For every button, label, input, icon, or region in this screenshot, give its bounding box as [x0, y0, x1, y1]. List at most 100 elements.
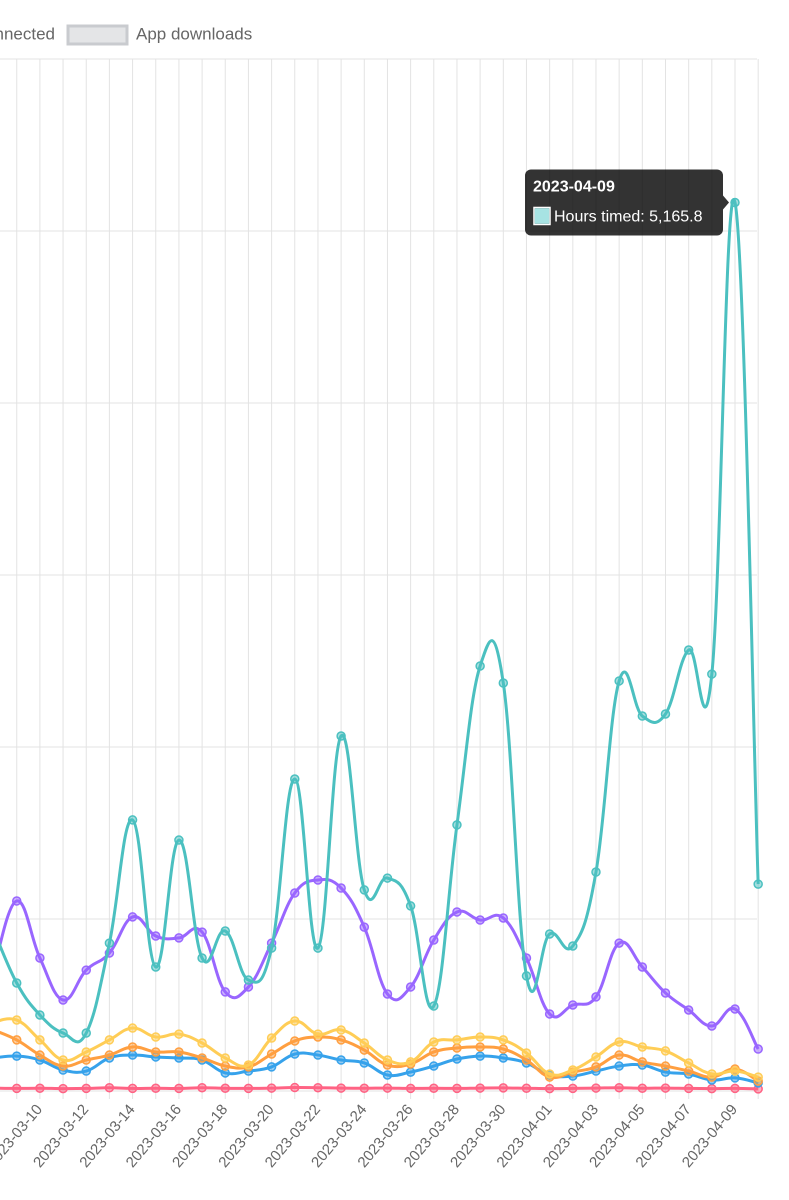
data-point: [313, 1050, 323, 1060]
data-point: [290, 1016, 300, 1026]
data-point: [359, 1038, 370, 1048]
tooltip-swatch-inner: [535, 208, 549, 224]
data-point: [382, 873, 393, 883]
data-point: [58, 1083, 68, 1094]
data-point: [11, 978, 22, 988]
data-point: [151, 931, 161, 941]
data-point: [336, 731, 346, 741]
data-point: [660, 1083, 671, 1093]
legend-label: App downloads: [136, 24, 252, 43]
data-point: [637, 711, 648, 721]
data-point: [591, 1062, 601, 1072]
data-point: [568, 1083, 578, 1094]
data-point: [127, 1083, 138, 1094]
data-point: [266, 943, 277, 953]
data-point: [336, 1083, 346, 1093]
data-point: [35, 953, 45, 963]
data-point: [313, 1029, 323, 1039]
data-point: [568, 1000, 578, 1010]
data-point: [707, 1083, 717, 1094]
data-point: [266, 1049, 277, 1059]
data-point: [730, 197, 740, 208]
data-point: [544, 1069, 555, 1079]
data-point: [151, 1047, 161, 1057]
data-point: [81, 965, 91, 975]
data-point: [660, 1061, 671, 1071]
data-point: [730, 1004, 740, 1014]
data-point: [498, 1053, 509, 1063]
data-point: [174, 933, 184, 943]
data-point: [290, 774, 300, 784]
data-point: [614, 1061, 624, 1071]
data-point: [336, 1055, 346, 1065]
data-point: [429, 1061, 439, 1071]
data-point: [614, 938, 624, 948]
data-point: [475, 1083, 485, 1093]
data-point: [405, 901, 416, 911]
data-point: [591, 992, 601, 1002]
data-point: [637, 1083, 648, 1093]
data-point: [707, 1069, 717, 1079]
data-point: [591, 1083, 601, 1093]
data-point: [475, 915, 485, 925]
tooltip-label: Hours timed: 5,165.8: [554, 209, 703, 226]
data-point: [11, 1083, 22, 1094]
data-point: [174, 1047, 184, 1057]
data-point: [336, 1035, 346, 1045]
legend-label: nnected: [0, 24, 55, 43]
data-point: [382, 1055, 393, 1065]
legend-swatch: [66, 24, 129, 46]
data-point: [104, 1035, 115, 1045]
data-point: [243, 1083, 254, 1094]
tooltip-box: [525, 169, 723, 236]
data-point: [359, 1083, 370, 1093]
data-point: [11, 1015, 22, 1025]
data-point: [290, 1036, 300, 1046]
data-point: [660, 709, 671, 719]
data-point: [707, 669, 717, 679]
data-point: [475, 661, 485, 671]
data-point: [197, 953, 207, 963]
series-line: [0, 1086, 759, 1091]
data-point: [174, 1029, 184, 1039]
data-point: [359, 1058, 370, 1068]
data-point: [452, 1043, 462, 1053]
data-point: [382, 1083, 393, 1093]
data-point: [614, 676, 624, 686]
data-point: [127, 815, 138, 825]
data-point: [11, 896, 22, 906]
data-point: [614, 1082, 624, 1093]
data-point: [405, 1083, 416, 1094]
data-point: [127, 912, 138, 922]
data-point: [243, 1060, 254, 1070]
data-point: [382, 1070, 393, 1080]
series-line: [0, 1017, 759, 1079]
data-point: [11, 1051, 22, 1061]
data-point: [683, 645, 694, 655]
data-point: [498, 1083, 509, 1093]
data-point: [568, 941, 578, 951]
data-point: [429, 1001, 439, 1011]
data-point: [521, 971, 532, 981]
data-point: [174, 1083, 184, 1094]
data-point: [127, 1050, 138, 1060]
data-point: [614, 1050, 624, 1060]
data-point: [104, 938, 115, 948]
tooltip: 2023-04-09 Hours timed: 5,165.8: [525, 169, 729, 236]
data-point: [498, 1044, 509, 1054]
data-point: [498, 678, 509, 688]
data-point: [58, 1028, 68, 1038]
data-point: [336, 1025, 346, 1035]
data-point: [660, 1046, 671, 1056]
data-point: [683, 1083, 694, 1094]
data-point: [220, 1053, 231, 1063]
data-point: [568, 1065, 578, 1075]
data-point: [452, 1083, 462, 1094]
data-point: [35, 1035, 45, 1045]
data-point: [452, 907, 462, 917]
data-point: [429, 1047, 439, 1057]
data-point: [544, 1009, 555, 1019]
data-point: [637, 962, 648, 972]
data-point: [151, 1032, 161, 1042]
